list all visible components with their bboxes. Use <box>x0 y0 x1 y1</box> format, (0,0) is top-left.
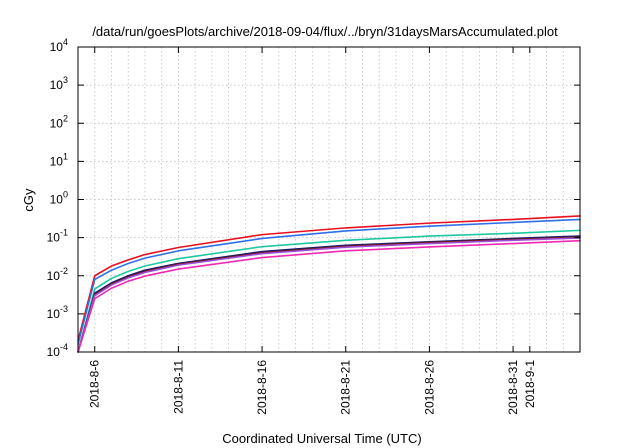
y-tick-label: 10-2 <box>47 266 68 283</box>
series-group <box>77 215 581 353</box>
series-line-1 <box>77 215 581 342</box>
chart-title: /data/run/goesPlots/archive/2018-09-04/f… <box>92 24 558 39</box>
series-line-5 <box>77 236 581 353</box>
x-tick-label: 2018-8-21 <box>339 360 353 415</box>
x-tick-label: 2018-9-1 <box>523 360 537 408</box>
series-line-3 <box>77 229 581 353</box>
x-tick-label: 2018-8-31 <box>506 360 520 415</box>
x-tick-label: 2018-8-11 <box>171 360 185 414</box>
series-line-2 <box>77 218 581 346</box>
y-tick-label: 10-4 <box>47 342 68 359</box>
y-tick-label: 10-3 <box>47 304 68 321</box>
y-tick-label: 102 <box>50 113 68 130</box>
y-tick-label: 103 <box>50 75 68 92</box>
x-tick-label: 2018-8-6 <box>88 360 102 408</box>
grid <box>78 47 580 352</box>
axes <box>77 46 581 353</box>
y-tick-label: 10-1 <box>47 228 68 245</box>
y-tick-label: 101 <box>50 151 68 168</box>
y-tick-labels: 10-4 10-3 10-2 10-1 100 101 102 103 104 <box>47 37 68 359</box>
y-tick-label: 104 <box>50 37 68 54</box>
series-line-7 <box>77 239 581 353</box>
x-axis-label: Coordinated Universal Time (UTC) <box>222 431 421 446</box>
x-tick-labels: 2018-8-6 2018-8-11 2018-8-16 2018-8-21 2018-… <box>88 360 537 415</box>
x-tick-label: 2018-8-26 <box>422 360 436 415</box>
y-axis-label: cGy <box>21 188 36 212</box>
series-line-6 <box>77 237 581 353</box>
y-tick-label: 100 <box>50 190 68 207</box>
x-tick-label: 2018-8-16 <box>255 360 269 415</box>
